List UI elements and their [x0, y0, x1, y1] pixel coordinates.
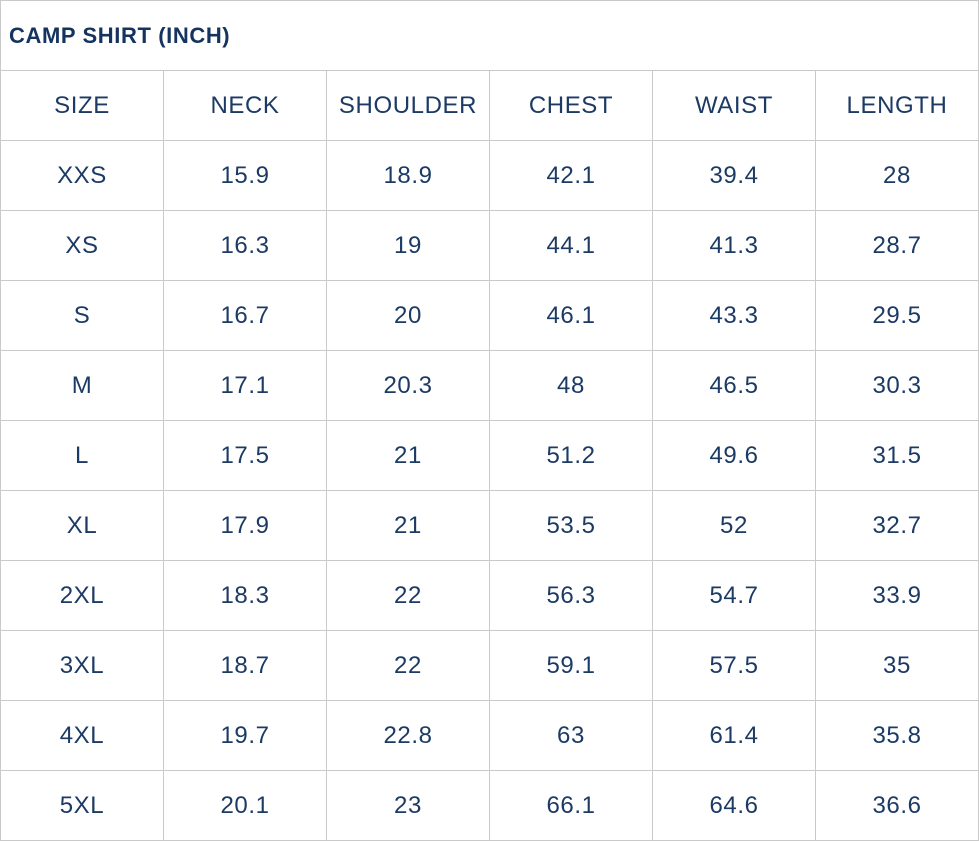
measurement-cell: 20.1	[163, 770, 327, 841]
measurement-cell: 22.8	[326, 700, 490, 771]
size-row-xxs: XXS 15.9 18.9 42.1 39.4 28	[0, 140, 979, 211]
measurement-cell: 36.6	[815, 770, 979, 841]
size-row-s: S 16.7 20 46.1 43.3 29.5	[0, 280, 979, 351]
column-header-shoulder: SHOULDER	[326, 70, 490, 141]
column-header-neck: NECK	[163, 70, 327, 141]
measurement-cell: 59.1	[489, 630, 653, 701]
column-header-length: LENGTH	[815, 70, 979, 141]
measurement-cell: 18.9	[326, 140, 490, 211]
measurement-cell: 51.2	[489, 420, 653, 491]
measurement-cell: 17.5	[163, 420, 327, 491]
measurement-cell: 16.7	[163, 280, 327, 351]
size-label-cell: 5XL	[0, 770, 164, 841]
measurement-cell: 20	[326, 280, 490, 351]
measurement-cell: 52	[652, 490, 816, 561]
measurement-cell: 20.3	[326, 350, 490, 421]
size-label-cell: XS	[0, 210, 164, 281]
measurement-cell: 44.1	[489, 210, 653, 281]
column-header-size: SIZE	[0, 70, 164, 141]
measurement-cell: 64.6	[652, 770, 816, 841]
size-row-2xl: 2XL 18.3 22 56.3 54.7 33.9	[0, 560, 979, 631]
size-label-cell: 2XL	[0, 560, 164, 631]
measurement-cell: 56.3	[489, 560, 653, 631]
size-table: SIZE NECK SHOULDER CHEST WAIST LENGTH XXS 15.9…	[0, 70, 979, 841]
measurement-cell: 21	[326, 490, 490, 561]
measurement-cell: 46.1	[489, 280, 653, 351]
size-row-3xl: 3XL 18.7 22 59.1 57.5 35	[0, 630, 979, 701]
measurement-cell: 48	[489, 350, 653, 421]
measurement-cell: 57.5	[652, 630, 816, 701]
measurement-cell: 30.3	[815, 350, 979, 421]
measurement-cell: 46.5	[652, 350, 816, 421]
measurement-cell: 61.4	[652, 700, 816, 771]
measurement-cell: 15.9	[163, 140, 327, 211]
measurement-cell: 17.9	[163, 490, 327, 561]
measurement-cell: 29.5	[815, 280, 979, 351]
size-row-xs: XS 16.3 19 44.1 41.3 28.7	[0, 210, 979, 281]
measurement-cell: 41.3	[652, 210, 816, 281]
size-row-5xl: 5XL 20.1 23 66.1 64.6 36.6	[0, 770, 979, 841]
size-label-cell: 3XL	[0, 630, 164, 701]
size-label-cell: 4XL	[0, 700, 164, 771]
size-row-xl: XL 17.9 21 53.5 52 32.7	[0, 490, 979, 561]
size-label-cell: XXS	[0, 140, 164, 211]
measurement-cell: 35	[815, 630, 979, 701]
size-label-cell: XL	[0, 490, 164, 561]
measurement-cell: 39.4	[652, 140, 816, 211]
measurement-cell: 16.3	[163, 210, 327, 281]
measurement-cell: 23	[326, 770, 490, 841]
size-row-l: L 17.5 21 51.2 49.6 31.5	[0, 420, 979, 491]
measurement-cell: 35.8	[815, 700, 979, 771]
measurement-cell: 17.1	[163, 350, 327, 421]
measurement-cell: 28.7	[815, 210, 979, 281]
measurement-cell: 33.9	[815, 560, 979, 631]
measurement-cell: 42.1	[489, 140, 653, 211]
measurement-cell: 31.5	[815, 420, 979, 491]
measurement-cell: 19	[326, 210, 490, 281]
measurement-cell: 54.7	[652, 560, 816, 631]
size-label-cell: M	[0, 350, 164, 421]
measurement-cell: 28	[815, 140, 979, 211]
measurement-cell: 21	[326, 420, 490, 491]
measurement-cell: 22	[326, 630, 490, 701]
size-table-header: SIZE NECK SHOULDER CHEST WAIST LENGTH	[0, 70, 979, 141]
size-row-m: M 17.1 20.3 48 46.5 30.3	[0, 350, 979, 421]
measurement-cell: 49.6	[652, 420, 816, 491]
measurement-cell: 63	[489, 700, 653, 771]
size-table-body: XXS 15.9 18.9 42.1 39.4 28 XS 16.3 19 44.1 41.3 28.…	[0, 140, 979, 841]
measurement-cell: 19.7	[163, 700, 327, 771]
measurement-cell: 66.1	[489, 770, 653, 841]
size-chart-title: CAMP SHIRT (INCH)	[0, 0, 979, 70]
measurement-cell: 43.3	[652, 280, 816, 351]
measurement-cell: 53.5	[489, 490, 653, 561]
column-header-chest: CHEST	[489, 70, 653, 141]
size-label-cell: S	[0, 280, 164, 351]
measurement-cell: 22	[326, 560, 490, 631]
size-row-4xl: 4XL 19.7 22.8 63 61.4 35.8	[0, 700, 979, 771]
measurement-cell: 18.7	[163, 630, 327, 701]
size-label-cell: L	[0, 420, 164, 491]
measurement-cell: 32.7	[815, 490, 979, 561]
header-row: SIZE NECK SHOULDER CHEST WAIST LENGTH	[0, 70, 979, 141]
column-header-waist: WAIST	[652, 70, 816, 141]
measurement-cell: 18.3	[163, 560, 327, 631]
